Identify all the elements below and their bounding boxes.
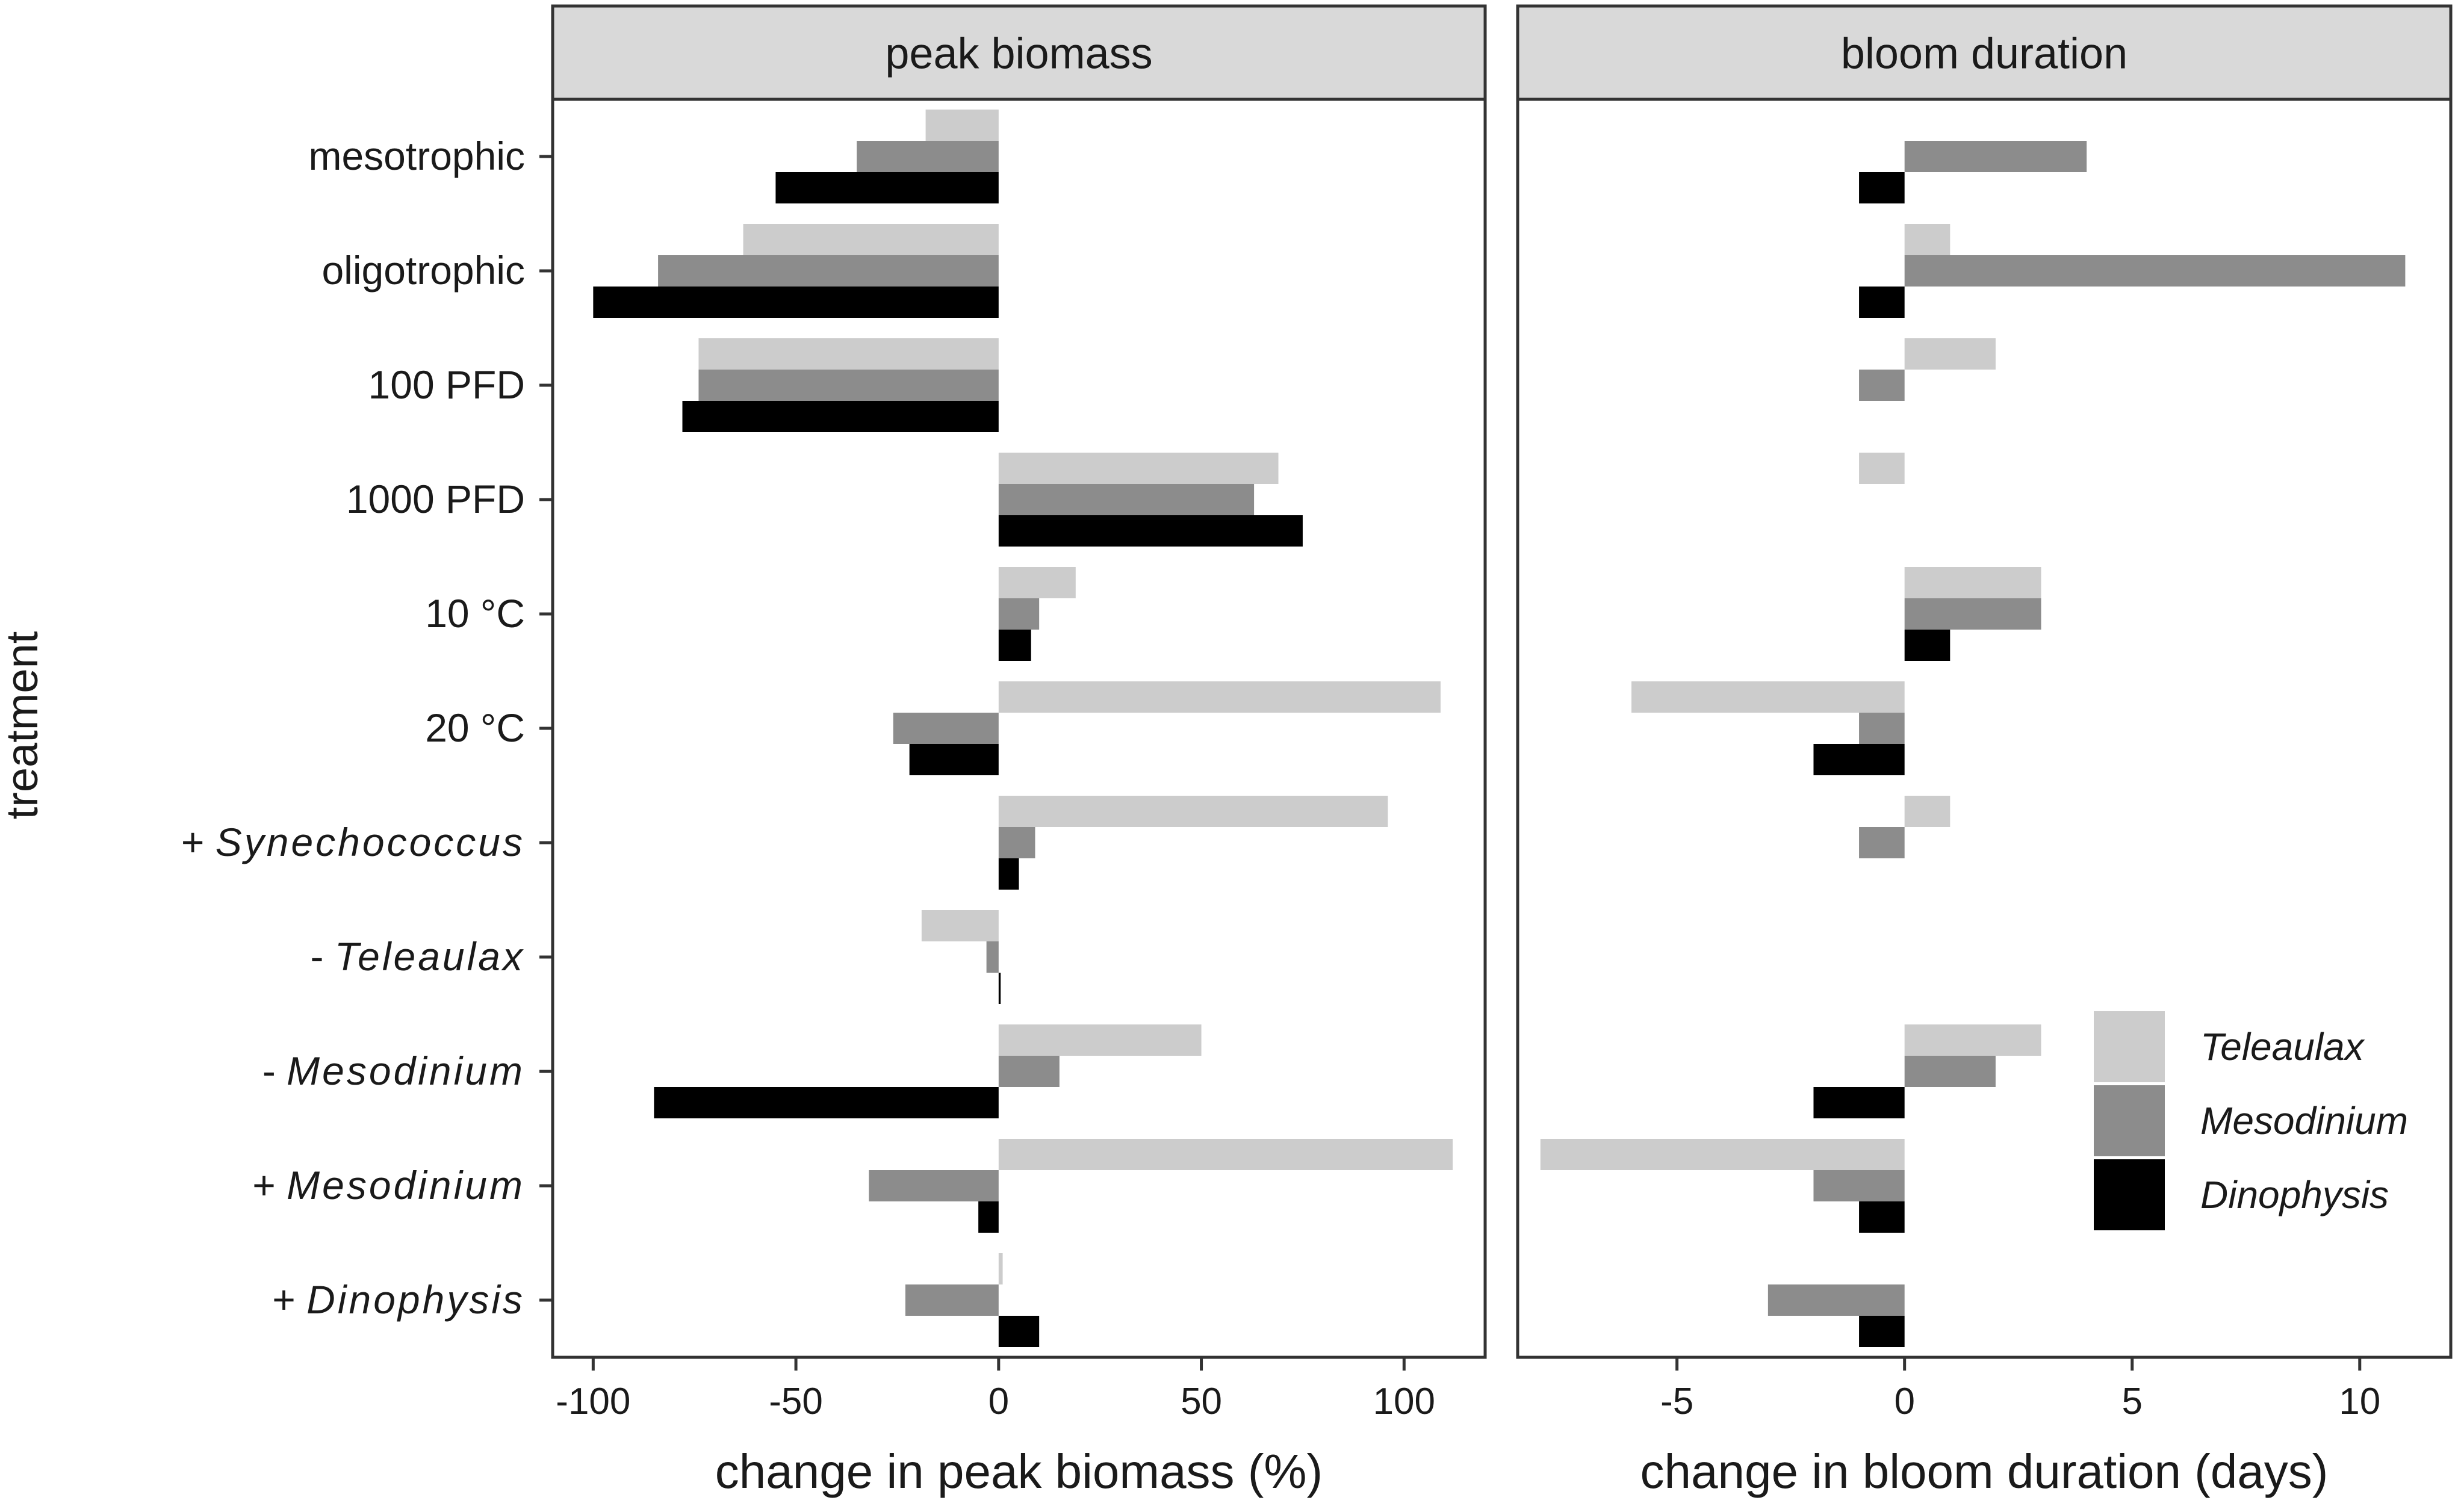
x-tick-label: -100 bbox=[556, 1381, 630, 1422]
bar bbox=[998, 453, 1279, 484]
bar bbox=[998, 1139, 1453, 1170]
bar bbox=[905, 1284, 999, 1316]
bar bbox=[654, 1087, 999, 1118]
bar bbox=[998, 630, 1031, 661]
x-tick-label: 10 bbox=[2339, 1381, 2380, 1422]
bar bbox=[998, 1316, 1040, 1347]
bar bbox=[986, 941, 999, 973]
bar bbox=[1813, 744, 1905, 775]
bar bbox=[1540, 1139, 1905, 1170]
treatment-labels: mesotrophic oligotrophic 100 PFD 1000 PFD 10… bbox=[181, 134, 553, 1322]
bar bbox=[857, 141, 999, 172]
bar bbox=[1813, 1170, 1905, 1201]
bar bbox=[909, 744, 999, 775]
x-tick-label: 0 bbox=[1894, 1381, 1914, 1422]
bar bbox=[869, 1170, 999, 1201]
bar bbox=[1904, 338, 1996, 370]
panel-border bbox=[1516, 98, 2453, 1359]
bar bbox=[1904, 1024, 2041, 1056]
bar bbox=[743, 224, 999, 255]
bar bbox=[1859, 827, 1905, 858]
bar bbox=[998, 1253, 1003, 1284]
x-tick-label: 50 bbox=[1181, 1381, 1222, 1422]
bar bbox=[998, 973, 1001, 1004]
bar bbox=[998, 515, 1303, 547]
bar bbox=[1767, 1284, 1905, 1316]
y-axis-title: treatment bbox=[0, 631, 47, 819]
bar bbox=[921, 910, 999, 941]
bar bbox=[1904, 141, 2087, 172]
bar bbox=[998, 827, 1035, 858]
y-tick-label: + Mesodinium bbox=[252, 1163, 525, 1207]
bar bbox=[998, 681, 1441, 713]
bar bbox=[775, 172, 999, 203]
y-tick-label: 1000 PFD bbox=[346, 477, 525, 521]
x-tick-label: -5 bbox=[1660, 1381, 1693, 1422]
panel-strip-label: peak biomass bbox=[885, 30, 1152, 78]
bar bbox=[998, 1024, 1202, 1056]
bar bbox=[998, 1056, 1060, 1087]
y-tick-label: - Teleaulax bbox=[311, 934, 525, 979]
bar bbox=[1904, 630, 1951, 661]
bar bbox=[1813, 1087, 1905, 1118]
bar bbox=[998, 796, 1388, 827]
legend-label: Dinophysis bbox=[2200, 1173, 2389, 1216]
x-tick-label: -50 bbox=[769, 1381, 823, 1422]
legend: Teleaulax Mesodinium Dinophysis bbox=[2094, 1011, 2408, 1230]
x-tick-label: 5 bbox=[2121, 1381, 2142, 1422]
bar bbox=[698, 338, 999, 370]
y-tick-label: 20 °C bbox=[425, 705, 525, 750]
y-tick-label: 10 °C bbox=[425, 591, 525, 636]
bar bbox=[1904, 598, 2041, 630]
bar bbox=[998, 484, 1255, 515]
bar bbox=[682, 401, 999, 432]
x-tick-label: 0 bbox=[988, 1381, 1009, 1422]
x-tick-label: 100 bbox=[1373, 1381, 1435, 1422]
legend-key bbox=[2094, 1011, 2165, 1082]
panel-strip bbox=[1516, 4, 2453, 101]
bar bbox=[1859, 713, 1905, 744]
bar bbox=[1859, 1316, 1905, 1347]
bar bbox=[998, 858, 1019, 890]
y-tick-label: + Dinophysis bbox=[272, 1277, 525, 1322]
bar bbox=[998, 567, 1076, 598]
bar bbox=[1904, 567, 2041, 598]
bar bbox=[893, 713, 999, 744]
legend-label: Teleaulax bbox=[2200, 1025, 2365, 1068]
bar bbox=[593, 287, 999, 318]
bar bbox=[698, 370, 999, 401]
bar bbox=[998, 598, 1040, 630]
bar bbox=[1904, 255, 2406, 287]
bar bbox=[1859, 287, 1905, 318]
x-axis-title: change in peak biomass (%) bbox=[715, 1445, 1323, 1498]
panel-strip-label: bloom duration bbox=[1841, 30, 2127, 78]
legend-label: Mesodinium bbox=[2200, 1099, 2408, 1142]
bar bbox=[1859, 172, 1905, 203]
y-tick-label: + Synechococcus bbox=[181, 820, 525, 864]
panel-strip bbox=[551, 4, 1487, 101]
panel-1: peak biomass -100 -50 0 50 100 change in peak … bbox=[551, 4, 1487, 1498]
bar bbox=[1904, 224, 1951, 255]
y-tick-label: 100 PFD bbox=[368, 362, 525, 407]
bar bbox=[978, 1201, 999, 1233]
y-tick-label: oligotrophic bbox=[321, 248, 525, 293]
bar bbox=[1631, 681, 1905, 713]
x-axis-title: change in bloom duration (days) bbox=[1640, 1445, 2329, 1498]
bar bbox=[1904, 1056, 1996, 1087]
legend-key bbox=[2094, 1085, 2165, 1156]
y-tick-label: - Mesodinium bbox=[262, 1049, 525, 1093]
bar bbox=[1904, 796, 1951, 827]
bar bbox=[1859, 370, 1905, 401]
legend-key bbox=[2094, 1159, 2165, 1230]
bar bbox=[1859, 1201, 1905, 1233]
y-tick-label: mesotrophic bbox=[309, 134, 526, 178]
bar bbox=[658, 255, 999, 287]
bar bbox=[925, 110, 999, 141]
bar bbox=[1859, 453, 1905, 484]
